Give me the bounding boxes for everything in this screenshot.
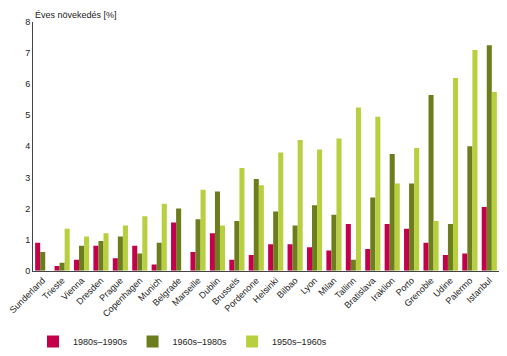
svg-text:Porto: Porto bbox=[394, 275, 416, 297]
svg-text:Tallinn: Tallinn bbox=[333, 275, 358, 300]
svg-text:0: 0 bbox=[25, 266, 30, 276]
svg-text:1960s–1980s: 1960s–1980s bbox=[173, 337, 228, 347]
svg-text:1: 1 bbox=[25, 235, 30, 245]
svg-text:Palermo: Palermo bbox=[444, 275, 475, 306]
svg-text:5: 5 bbox=[25, 110, 30, 120]
svg-text:Bratislava: Bratislava bbox=[342, 275, 377, 310]
svg-text:Bilbao: Bilbao bbox=[275, 275, 300, 300]
svg-text:Grenoble: Grenoble bbox=[402, 275, 435, 308]
svg-text:7: 7 bbox=[25, 48, 30, 58]
svg-text:Istanbul: Istanbul bbox=[465, 275, 494, 304]
svg-text:Marseille: Marseille bbox=[170, 275, 203, 308]
svg-text:Éves növekedés [%]: Éves növekedés [%] bbox=[35, 10, 117, 20]
svg-text:6: 6 bbox=[25, 79, 30, 89]
svg-text:8: 8 bbox=[25, 17, 30, 27]
svg-text:Copenhagen: Copenhagen bbox=[101, 275, 145, 319]
svg-text:Iraklion: Iraklion bbox=[369, 275, 397, 303]
svg-text:Munich: Munich bbox=[136, 275, 164, 303]
svg-text:Pordenone: Pordenone bbox=[223, 275, 261, 313]
svg-text:Dresden: Dresden bbox=[74, 275, 105, 306]
svg-text:Milan: Milan bbox=[316, 275, 338, 297]
svg-text:Lyon: Lyon bbox=[298, 275, 319, 296]
svg-text:Sunderland: Sunderland bbox=[8, 275, 48, 315]
svg-text:Brussels: Brussels bbox=[210, 275, 242, 307]
svg-text:1980s–1990s: 1980s–1990s bbox=[73, 337, 128, 347]
svg-text:Prague: Prague bbox=[97, 275, 125, 303]
svg-text:4: 4 bbox=[25, 141, 30, 151]
svg-text:Belgrade: Belgrade bbox=[151, 275, 184, 308]
svg-text:3: 3 bbox=[25, 173, 30, 183]
svg-text:Vienna: Vienna bbox=[59, 275, 86, 302]
svg-text:Helsinki: Helsinki bbox=[251, 275, 280, 304]
svg-text:2: 2 bbox=[25, 204, 30, 214]
svg-text:Trieste: Trieste bbox=[40, 275, 66, 301]
svg-text:Dublin: Dublin bbox=[197, 275, 222, 300]
svg-text:Udine: Udine bbox=[431, 275, 455, 299]
svg-text:1950s–1960s: 1950s–1960s bbox=[272, 337, 327, 347]
